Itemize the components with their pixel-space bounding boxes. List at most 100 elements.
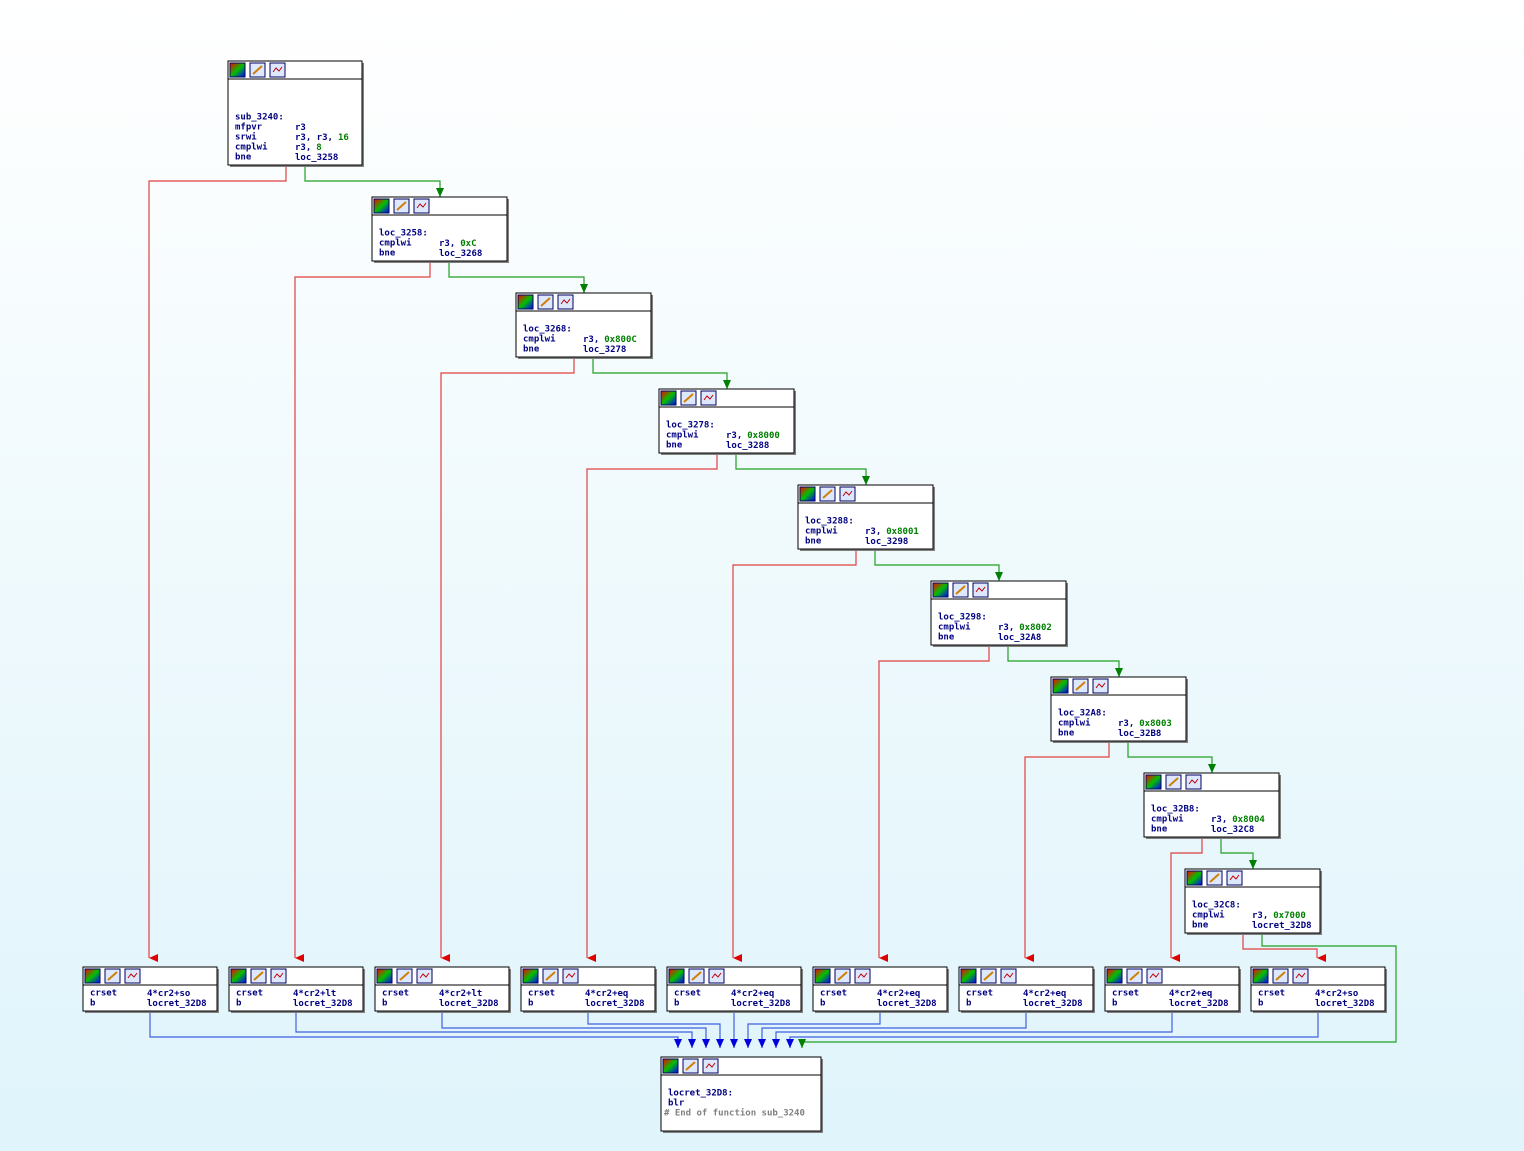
mnemonic: bne xyxy=(235,153,252,163)
toolbar-icon-graph xyxy=(711,972,722,979)
operands: locret_32D8 xyxy=(731,999,791,1009)
code-block: crset 4*cr2+eq b locret_32D8 xyxy=(1104,966,1241,1013)
jump-edge xyxy=(587,1011,724,1048)
mnemonic: crset xyxy=(90,989,117,999)
edges xyxy=(148,165,1397,1048)
mnemonic: cmplwi xyxy=(1058,718,1091,729)
operand-number: 16 xyxy=(338,133,349,143)
mnemonic: srwi xyxy=(235,132,257,143)
toolbar-icon-graph xyxy=(703,394,714,401)
operand-number: 0x8000 xyxy=(747,431,780,441)
operands: 4*cr2+eq xyxy=(1023,989,1066,999)
operands: 4*cr2+eq xyxy=(1169,989,1212,999)
toolbar-icon-graph xyxy=(127,972,138,979)
toolbar-icon-graph xyxy=(1229,874,1240,881)
operands: r3, 0xC xyxy=(439,239,477,249)
mnemonic: b xyxy=(382,999,388,1009)
toolbar-icon-pen xyxy=(107,971,118,981)
operands: 4*cr2+lt xyxy=(293,989,336,999)
mnemonic: cmplwi xyxy=(1192,910,1225,921)
toolbar-icon xyxy=(1186,870,1203,886)
false-edge xyxy=(586,453,718,962)
code-block: loc_3298:cmplwi r3, 0x8002 bne loc_32A8 xyxy=(930,580,1068,647)
code-block: crset 4*cr2+eq b locret_32D8 xyxy=(520,966,657,1013)
true-edge xyxy=(1127,741,1216,773)
toolbar-icon-graph xyxy=(419,972,430,979)
code-label: loc_32C8: xyxy=(1192,901,1241,911)
operand-text: 4*cr2+so xyxy=(147,989,190,999)
true-edge xyxy=(874,549,1003,581)
operands: 4*cr2+so xyxy=(147,989,190,999)
mnemonic: cmplwi xyxy=(938,622,971,633)
code-block: sub_3240:mfpvr r3 srwi r3, r3, 16 cmplwi r3, 8 b… xyxy=(227,60,364,167)
toolbar-icon-pen xyxy=(1168,777,1179,787)
mnemonic: cmplwi xyxy=(235,142,268,153)
operand-text: loc_3298 xyxy=(865,537,908,547)
code-label: loc_32B8: xyxy=(1151,805,1200,815)
toolbar-icon-graph xyxy=(975,586,986,593)
operand-text: r3, xyxy=(998,623,1014,633)
operand-text: r3, xyxy=(1118,719,1134,729)
operands: locret_32D8 xyxy=(585,999,645,1009)
operand-text: loc_3268 xyxy=(439,249,482,259)
code-label: loc_3298: xyxy=(938,613,987,623)
mnemonic: crset xyxy=(1112,989,1139,999)
operands: 4*cr2+eq xyxy=(877,989,920,999)
jump-edge xyxy=(149,1011,682,1048)
operands: loc_3258 xyxy=(295,153,338,163)
nodes: sub_3240:mfpvr r3 srwi r3, r3, 16 cmplwi r3, 8 b… xyxy=(82,60,1387,1133)
operand-text: r3, xyxy=(1211,815,1227,825)
operand-text: r3, xyxy=(295,143,311,153)
toolbar-icon xyxy=(1106,968,1123,984)
operands: r3, r3, 16 xyxy=(295,133,349,143)
code-block: loc_3258:cmplwi r3, 0xC bne loc_3268 xyxy=(371,196,509,263)
operands: r3, 0x8002 xyxy=(998,623,1052,633)
mnemonic: crset xyxy=(528,989,555,999)
toolbar-icon xyxy=(932,582,949,598)
code-label: sub_3240: xyxy=(235,113,284,123)
mnemonic: cmplwi xyxy=(805,526,838,537)
toolbar-icon xyxy=(1145,774,1162,790)
toolbar-icon xyxy=(376,968,393,984)
mnemonic: cmplwi xyxy=(523,334,556,345)
mnemonic: crset xyxy=(820,989,847,999)
operand-number: 0xC xyxy=(460,239,476,249)
jump-edge xyxy=(744,1011,881,1048)
toolbar-icon xyxy=(522,968,539,984)
operands: r3, 8 xyxy=(295,143,322,153)
toolbar-icon-pen xyxy=(253,971,264,981)
mnemonic: b xyxy=(90,999,96,1009)
jump-edge xyxy=(441,1011,710,1048)
operand-text: 4*cr2+eq xyxy=(877,989,920,999)
mnemonic: bne xyxy=(523,345,540,355)
jump-edge xyxy=(758,1011,1027,1048)
operands: r3, 0x8003 xyxy=(1118,719,1172,729)
operands: locret_32D8 xyxy=(1252,921,1312,931)
code-block: locret_32D8:blr# End of function sub_324… xyxy=(660,1056,823,1133)
operands: locret_32D8 xyxy=(147,999,207,1009)
mnemonic: bne xyxy=(805,537,822,547)
toolbar-icon-graph xyxy=(565,972,576,979)
toolbar-icon xyxy=(799,486,816,502)
operand-text: 4*cr2+so xyxy=(1315,989,1358,999)
operands: 4*cr2+eq xyxy=(731,989,774,999)
operand-text: loc_3258 xyxy=(295,153,338,163)
operands: r3, 0x8001 xyxy=(865,527,919,537)
operand-number: 0x8001 xyxy=(886,527,919,537)
operands: r3, 0x7000 xyxy=(1252,911,1306,921)
operand-number: 0x8003 xyxy=(1139,719,1172,729)
code-label: loc_3278: xyxy=(666,421,715,431)
operand-text: locret_32D8 xyxy=(877,999,937,1009)
mnemonic: bne xyxy=(379,249,396,259)
false-edge xyxy=(732,549,857,962)
operands: loc_32B8 xyxy=(1118,729,1161,739)
operand-text: r3 xyxy=(295,123,306,133)
operands: r3 xyxy=(295,123,306,133)
code-block: crset 4*cr2+eq b locret_32D8 xyxy=(812,966,949,1013)
toolbar-icon-pen xyxy=(955,585,966,595)
mnemonic: cmplwi xyxy=(379,238,412,249)
operand-text: locret_32D8 xyxy=(1169,999,1229,1009)
toolbar-icon-pen xyxy=(252,65,263,75)
operand-text: loc_32A8 xyxy=(998,633,1041,643)
